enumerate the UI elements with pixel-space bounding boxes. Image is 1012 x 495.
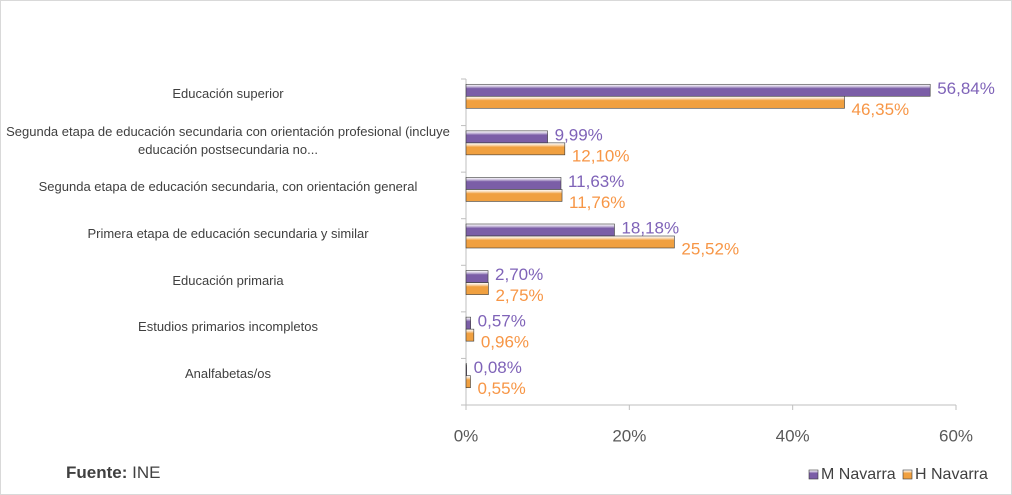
x-tick-label: 0%: [454, 426, 479, 445]
value-label: 46,35%: [852, 100, 910, 119]
legend-label: M Navarra: [821, 466, 896, 483]
bar: [465, 130, 548, 144]
value-label: 2,75%: [495, 286, 543, 305]
x-tick-label: 60%: [939, 426, 973, 445]
bar: [465, 235, 675, 249]
bar: [465, 316, 471, 330]
value-label: 11,76%: [569, 193, 625, 212]
category-label: Educación superior: [172, 86, 284, 102]
x-tick-label: 40%: [776, 426, 810, 445]
bar: [465, 363, 467, 377]
value-label: 18,18%: [621, 218, 679, 237]
value-label: 0,55%: [477, 379, 525, 398]
category-label: Segunda etapa de educación secundaria, c…: [38, 179, 418, 195]
bar: [465, 270, 489, 283]
bar: [465, 223, 615, 237]
value-label: 2,70%: [495, 265, 543, 284]
legend-swatch: [902, 469, 913, 480]
bar: [465, 83, 931, 97]
value-label: 9,99%: [555, 125, 603, 144]
legend-swatch: [808, 469, 819, 480]
category-label: Segunda etapa de educación secundaria co…: [6, 123, 450, 157]
value-label: 0,08%: [474, 358, 522, 377]
category-label: Educación primaria: [172, 272, 284, 288]
bar: [465, 189, 563, 202]
bar: [465, 142, 566, 156]
x-tick-label: 20%: [612, 426, 646, 445]
bar: [465, 328, 475, 342]
value-label: 12,10%: [572, 146, 630, 165]
bar: [465, 177, 562, 190]
value-label: 11,63%: [568, 172, 624, 191]
value-label: 0,57%: [478, 312, 526, 331]
value-label: 25,52%: [681, 239, 739, 258]
source-label: Fuente:: [66, 463, 127, 482]
source: Fuente: INE: [66, 463, 160, 482]
value-label: 0,96%: [481, 333, 529, 352]
source-text: INE: [132, 463, 160, 482]
legend-label: H Navarra: [915, 466, 988, 483]
category-label: Estudios primarios incompletos: [138, 319, 318, 335]
bar: [465, 95, 845, 109]
value-label: 56,84%: [937, 79, 995, 98]
category-label: Primera etapa de educación secundaria y …: [87, 225, 369, 241]
category-label: Analfabetas/os: [184, 365, 271, 381]
bar: [465, 282, 489, 295]
bar: [465, 375, 471, 389]
